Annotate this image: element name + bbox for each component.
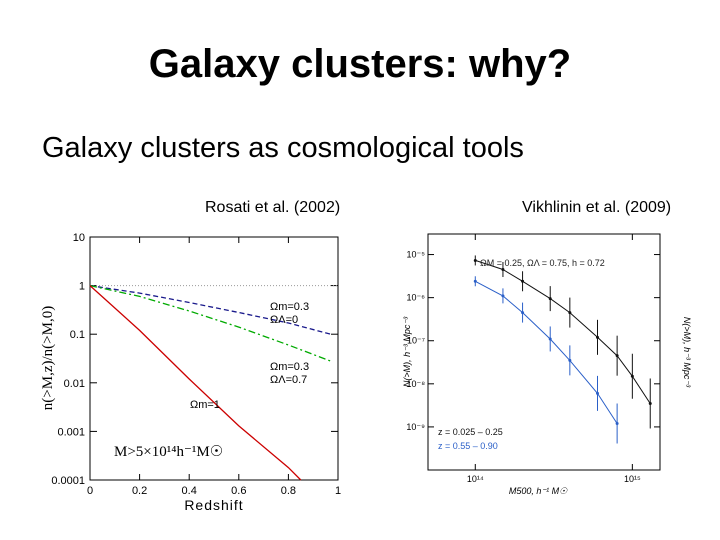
right-plot-y-label: N(>M), h⁻³ Mpc⁻³ — [402, 316, 412, 387]
annotation-mass-threshold: M>5×10¹⁴h⁻¹M☉ — [114, 444, 223, 460]
right-plot-x-tick-label: 10¹⁴ — [467, 474, 484, 484]
right-plot-data-point — [648, 401, 652, 405]
right-plot-data-point — [630, 374, 634, 378]
left-plot-y-tick-label: 0.1 — [70, 329, 85, 341]
left-plot: 0 0.2 0.4 0.6 0.8 1 0.0001 0.001 0.01 0.1 1 10 Red… — [40, 232, 341, 513]
right-plot-data-point — [615, 421, 619, 425]
annotation-flat-omega-lambda: ΩΛ=0.7 — [270, 374, 307, 386]
annotation-open-omega-lambda: ΩΛ=0 — [270, 314, 298, 326]
left-plot-y-tick-label: 0.001 — [57, 426, 85, 438]
right-plot-model-curve-1 — [475, 259, 651, 404]
left-plot-x-tick-label: 0.6 — [231, 485, 246, 497]
left-plot-x-tick-label: 0 — [87, 485, 93, 497]
left-plot-frame — [89, 236, 339, 481]
left-plot-citation: Rosati et al. (2002) — [205, 199, 341, 216]
right-plot-model-curve-2 — [475, 280, 618, 424]
legend-low-z: z = 0.025 – 0.25 — [438, 427, 503, 437]
left-plot-x-label: Redshift — [184, 497, 243, 513]
right-plot-data-point — [595, 391, 599, 395]
left-plot-y-tick-labels: 0.0001 0.001 0.01 0.1 1 10 — [51, 232, 85, 487]
right-plot: 10¹⁴ 10¹⁵ 10⁻⁵ 10⁻⁶ 10⁻⁷ 10⁻⁸ 10⁻⁹ ΩM = 0.25,… — [402, 233, 692, 496]
right-plot-data-point — [501, 294, 505, 298]
annotation-flat-omega-m: Ωm=0.3 — [270, 361, 309, 373]
legend-high-z: z = 0.55 – 0.90 — [438, 441, 498, 451]
left-plot-x-tick-labels: 0 0.2 0.4 0.6 0.8 1 — [87, 485, 341, 497]
left-plot-y-tick-label: 0.01 — [64, 378, 85, 390]
right-plot-x-tick-labels: 10¹⁴ 10¹⁵ — [467, 474, 641, 484]
right-plot-y-tick-labels: 10⁻⁵ 10⁻⁶ 10⁻⁷ 10⁻⁸ 10⁻⁹ — [406, 250, 425, 432]
right-plot-data-point — [548, 297, 552, 301]
slide-subtitle: Galaxy clusters as cosmological tools — [42, 132, 524, 164]
left-plot-x-tick-label: 0.8 — [281, 485, 296, 497]
left-plot-series — [89, 284, 331, 481]
right-plot-data-point — [521, 311, 525, 315]
right-plot-data-point — [568, 311, 572, 315]
right-plot-data-point — [548, 337, 552, 341]
left-plot-y-tick-label: 1 — [79, 281, 85, 293]
annotation-open-omega-m: Ωm=0.3 — [270, 301, 309, 313]
right-plot-data-point — [473, 279, 477, 283]
right-plot-data-point — [595, 335, 599, 339]
left-plot-curve-3 — [89, 285, 302, 481]
right-plot-cosmology-label: ΩM = 0.25, ΩΛ = 0.75, h = 0.72 — [480, 258, 605, 268]
left-plot-x-tick-label: 0.2 — [132, 485, 147, 497]
annotation-einstein-de-sitter: Ωm=1 — [190, 399, 220, 411]
right-plot-y-tick-label: 10⁻⁷ — [407, 336, 425, 346]
right-plot-series — [473, 255, 652, 444]
right-plot-data-point — [473, 258, 477, 262]
left-plot-y-tick-label: 0.0001 — [51, 475, 85, 487]
right-plot-x-label: M500, h⁻¹ M☉ — [509, 486, 568, 496]
right-plot-y-tick-label: 10⁻⁶ — [407, 293, 426, 303]
right-plot-frame — [427, 233, 661, 471]
left-plot-y-label: n(>M,z)/n(>M,0) — [40, 306, 56, 410]
left-plot-curve-2 — [89, 284, 331, 362]
right-plot-data-point — [501, 268, 505, 272]
right-plot-data-point — [568, 358, 572, 362]
right-plot-data-point — [615, 354, 619, 358]
right-plot-y-label-mirror: N(>M), h⁻³ Mpc⁻³ — [682, 317, 692, 388]
right-plot-data-point — [521, 279, 525, 283]
right-plot-y-tick-label: 10⁻⁸ — [406, 379, 425, 389]
right-plot-x-tick-label: 10¹⁵ — [624, 474, 641, 484]
left-plot-x-tick-label: 0.4 — [182, 485, 197, 497]
right-plot-y-tick-label: 10⁻⁵ — [407, 250, 426, 260]
right-plot-citation: Vikhlinin et al. (2009) — [522, 199, 672, 216]
left-plot-x-tick-label: 1 — [335, 485, 341, 497]
right-plot-y-tick-label: 10⁻⁹ — [406, 422, 425, 432]
left-plot-curve-1 — [89, 284, 331, 335]
left-plot-y-tick-label: 10 — [73, 232, 85, 244]
right-plot-ticks — [428, 234, 660, 470]
slide-title: Galaxy clusters: why? — [148, 42, 572, 86]
